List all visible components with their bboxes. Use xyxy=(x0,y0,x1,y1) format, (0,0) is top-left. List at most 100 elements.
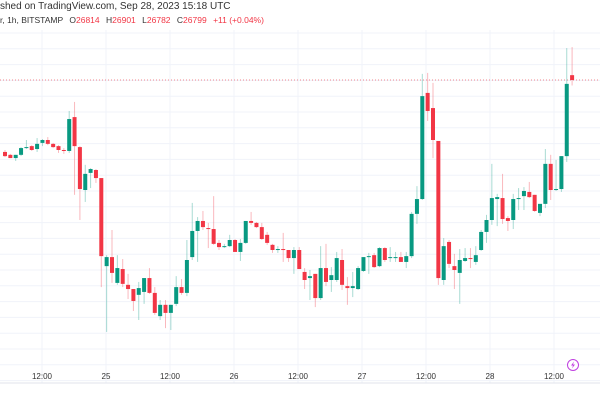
candle-body xyxy=(516,198,521,200)
candle-down xyxy=(500,173,505,224)
candle-body xyxy=(350,286,355,289)
candle-body xyxy=(206,228,211,230)
candle-body xyxy=(217,242,221,248)
high-value: 26901 xyxy=(112,15,136,25)
candle-down xyxy=(211,196,216,245)
candle-body xyxy=(195,220,200,231)
grid xyxy=(0,30,600,383)
candle-down xyxy=(345,277,350,305)
low-label: L xyxy=(142,15,147,25)
candle-up xyxy=(361,257,366,272)
candle-down xyxy=(29,145,34,151)
candle-body xyxy=(77,147,82,190)
candle-up xyxy=(393,251,398,262)
candle-up xyxy=(489,163,494,225)
candle-up xyxy=(222,243,227,249)
candle-down xyxy=(163,300,168,329)
candle-down xyxy=(45,137,50,146)
candle-up xyxy=(24,140,29,150)
candle-up xyxy=(388,247,393,262)
candle-up xyxy=(463,248,468,262)
candle-down xyxy=(152,287,157,315)
candle-body xyxy=(275,249,280,251)
candle-down xyxy=(431,82,435,159)
candle-down xyxy=(131,289,136,311)
candle-down xyxy=(265,231,270,245)
candle-body xyxy=(200,220,205,228)
candle-body xyxy=(554,189,559,191)
candle-body xyxy=(265,234,270,243)
candle-down xyxy=(51,142,56,149)
candle-down xyxy=(249,211,254,225)
candle-up xyxy=(291,247,296,274)
time-axis[interactable]: 12:00 25 12:00 26 12:00 27 12:00 28 12:00 xyxy=(32,372,565,381)
candle-up xyxy=(195,217,200,262)
candle-down xyxy=(340,249,345,290)
candle-down xyxy=(527,181,532,199)
candle-body xyxy=(254,222,259,228)
candle-body xyxy=(366,256,371,258)
candle-body xyxy=(29,146,34,150)
candle-down xyxy=(56,145,61,153)
candle-down xyxy=(297,247,302,270)
candle-body xyxy=(447,241,452,264)
candle-body xyxy=(340,260,345,285)
candle-body xyxy=(270,244,275,250)
candle-body xyxy=(243,220,248,243)
candle-down xyxy=(505,216,510,231)
candle-down xyxy=(126,273,131,300)
candle-down xyxy=(447,240,452,269)
candle-down xyxy=(570,47,575,86)
candle-body xyxy=(93,170,98,179)
candle-up xyxy=(142,278,147,304)
candle-body xyxy=(570,75,575,80)
candle-body xyxy=(538,203,542,213)
candle-up xyxy=(190,202,195,260)
candle-down xyxy=(398,251,403,262)
candle-body xyxy=(457,260,462,273)
candle-body xyxy=(281,249,286,251)
candle-body xyxy=(543,163,548,204)
candle-up xyxy=(366,252,371,274)
candle-up xyxy=(479,230,484,251)
candle-down xyxy=(452,253,457,290)
candle-down xyxy=(324,243,328,287)
candle-body xyxy=(158,304,163,317)
candle-body xyxy=(61,150,66,151)
candle-body xyxy=(334,258,339,280)
candle-down xyxy=(270,243,275,253)
candle-body xyxy=(13,154,18,159)
low-value: 26782 xyxy=(146,15,171,25)
candle-up xyxy=(168,304,173,330)
candle-up xyxy=(521,187,526,210)
candle-body xyxy=(559,156,564,190)
candle-body xyxy=(163,304,168,313)
x-tick-label: 12:00 xyxy=(288,372,309,381)
candle-up xyxy=(356,266,361,290)
candle-up xyxy=(174,276,179,307)
candle-down xyxy=(281,232,286,262)
candle-body xyxy=(88,169,93,173)
candle-down xyxy=(254,221,259,229)
candle-body xyxy=(307,276,312,279)
candle-body xyxy=(131,289,136,301)
candle-up xyxy=(441,238,446,285)
candle-up xyxy=(377,247,382,268)
candle-body xyxy=(431,108,435,140)
lightning-icon[interactable] xyxy=(567,359,579,371)
candle-body xyxy=(441,246,446,280)
candle-body xyxy=(297,250,302,270)
candle-up xyxy=(13,154,18,161)
candle-body xyxy=(184,260,189,293)
candle-up xyxy=(329,267,334,292)
candle-up xyxy=(88,168,93,189)
open-value: 26814 xyxy=(75,15,100,25)
candle-body xyxy=(120,269,125,284)
candle-down xyxy=(8,153,13,159)
candle-body xyxy=(468,258,473,260)
candle-body xyxy=(67,119,72,151)
candle-body xyxy=(356,268,361,290)
candle-body xyxy=(142,278,147,292)
candle-up xyxy=(495,193,500,227)
